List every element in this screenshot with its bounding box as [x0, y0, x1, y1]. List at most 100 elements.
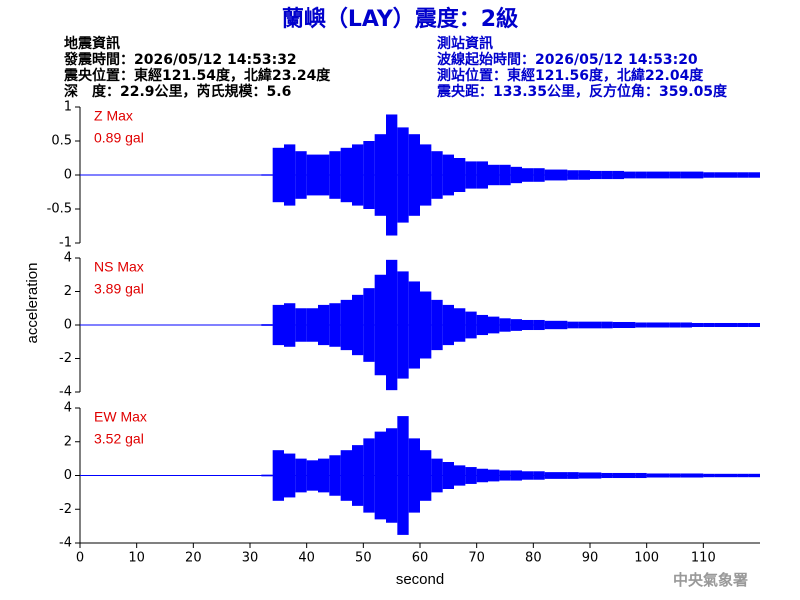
station-info: 測站資訊 — [437, 35, 493, 52]
waveform-envelope — [182, 325, 194, 326]
waveform-envelope — [114, 175, 126, 176]
waveform-envelope — [658, 473, 670, 478]
quake-info: 地震資訊 — [64, 35, 120, 52]
waveform-envelope — [748, 322, 760, 328]
waveform-envelope — [510, 319, 522, 331]
waveform-envelope — [578, 472, 590, 479]
waveform-envelope — [340, 450, 352, 501]
waveform-envelope — [669, 322, 681, 328]
waveform-envelope — [465, 467, 477, 484]
waveform-envelope — [148, 175, 160, 176]
y-tick-label: 2 — [64, 434, 72, 449]
waveform-envelope — [397, 271, 409, 379]
waveform-envelope — [499, 318, 511, 332]
waveform-envelope — [159, 175, 171, 176]
title: 蘭嶼（LAY）震度：2級 — [282, 6, 518, 32]
waveform-envelope — [522, 319, 534, 331]
waveform-envelope — [590, 321, 602, 329]
waveform-envelope — [488, 164, 500, 186]
waveform-envelope — [658, 322, 670, 328]
waveform-envelope — [216, 325, 228, 326]
x-tick-label: 70 — [468, 551, 485, 566]
waveform-envelope — [170, 475, 182, 476]
waveform-envelope — [646, 171, 658, 179]
waveform-envelope — [91, 175, 103, 176]
waveform-envelope — [329, 151, 341, 199]
waveform-envelope — [499, 470, 511, 481]
x-tick-label: 80 — [525, 551, 542, 566]
waveform-envelope — [737, 473, 749, 478]
x-tick-label: 60 — [412, 551, 429, 566]
waveform-envelope — [250, 175, 262, 176]
waveform-envelope — [714, 322, 726, 328]
waveform-envelope — [533, 168, 545, 182]
waveform-envelope — [737, 322, 749, 328]
waveform-envelope — [193, 325, 205, 326]
waveform-envelope — [692, 322, 704, 328]
waveform-envelope — [125, 175, 137, 176]
waveform-envelope — [374, 274, 386, 376]
waveform-envelope — [635, 322, 647, 328]
waveform-envelope — [329, 303, 341, 347]
waveform-envelope — [284, 303, 296, 347]
waveform-envelope — [238, 475, 250, 476]
waveform-envelope — [295, 458, 307, 493]
x-tick-label: 40 — [298, 551, 315, 566]
y-tick-label: 0.5 — [51, 134, 72, 149]
x-tick-label: 30 — [242, 551, 259, 566]
waveform-envelope — [306, 154, 318, 196]
quake-info: 發震時間：2026/05/12 14:53:32 — [63, 51, 297, 68]
quake-info: 震央位置：東經121.54度，北緯23.24度 — [63, 67, 331, 84]
waveform-envelope — [386, 114, 398, 236]
waveform-envelope — [624, 321, 636, 329]
waveform-envelope — [544, 472, 556, 479]
waveform-envelope — [102, 475, 114, 476]
waveform-envelope — [510, 166, 522, 184]
waveform-envelope — [612, 321, 624, 329]
waveform-envelope — [522, 471, 534, 480]
x-tick-label: 110 — [691, 551, 716, 566]
y-tick-label: -4 — [59, 385, 72, 400]
y-axis-label: acceleration — [24, 263, 41, 344]
x-tick-label: 0 — [76, 551, 84, 566]
station-info: 震央距：133.35公里，反方位角：359.05度 — [436, 83, 728, 100]
waveform-envelope — [193, 475, 205, 476]
x-axis-label: second — [396, 571, 444, 588]
waveform-envelope — [567, 472, 579, 479]
waveform-envelope — [102, 325, 114, 326]
waveform-envelope — [91, 325, 103, 326]
waveform-envelope — [352, 144, 364, 206]
channel-label: EW Max — [94, 409, 147, 425]
waveform-envelope — [136, 475, 148, 476]
waveform-envelope — [499, 164, 511, 186]
waveform-envelope — [748, 172, 760, 178]
waveform-envelope — [646, 473, 658, 478]
waveform-envelope — [91, 475, 103, 476]
waveform-envelope — [318, 154, 330, 196]
max-label: 0.89 gal — [94, 130, 144, 146]
waveform-envelope — [136, 175, 148, 176]
waveform-envelope — [363, 141, 375, 209]
waveform-envelope — [80, 475, 92, 476]
waveform-envelope — [114, 475, 126, 476]
waveform-envelope — [227, 475, 239, 476]
waveform-envelope — [442, 154, 454, 196]
waveform-envelope — [601, 472, 613, 479]
waveform-envelope — [216, 175, 228, 176]
waveform-envelope — [148, 475, 160, 476]
waveform-envelope — [306, 308, 318, 342]
footer: 中央氣象署 — [673, 571, 748, 589]
waveform-envelope — [114, 325, 126, 326]
waveform-envelope — [386, 259, 398, 391]
waveform-envelope — [510, 470, 522, 481]
waveform-envelope — [726, 322, 738, 328]
y-tick-label: 0 — [64, 168, 72, 183]
waveform-envelope — [318, 458, 330, 493]
waveform-envelope — [488, 469, 500, 482]
x-tick-label: 100 — [634, 551, 659, 566]
waveform-envelope — [431, 151, 443, 199]
waveform-envelope — [476, 161, 488, 189]
waveform-envelope — [204, 475, 216, 476]
waveform-envelope — [238, 325, 250, 326]
waveform-envelope — [352, 445, 364, 506]
